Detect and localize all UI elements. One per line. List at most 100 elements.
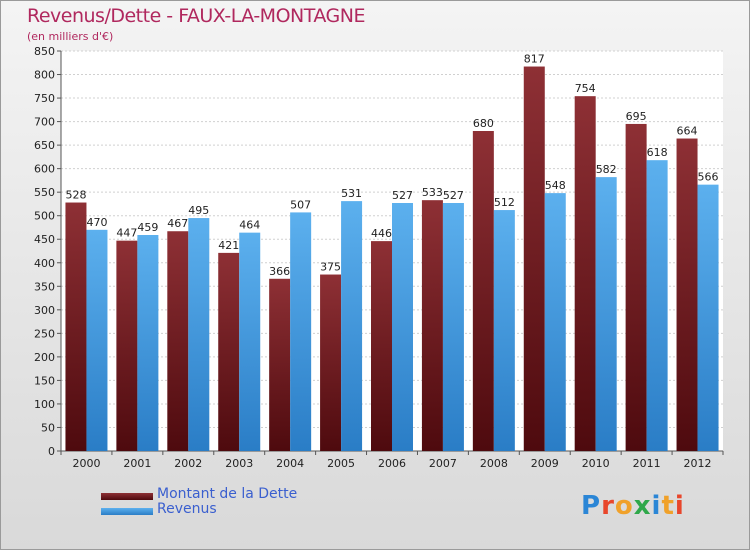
legend-swatch-debt [101,493,153,500]
y-tick-label: 650 [34,139,55,152]
data-label: 664 [677,125,698,138]
data-label: 754 [575,82,596,95]
bar-debt [371,241,392,451]
y-tick-label: 450 [34,233,55,246]
bar-revenue [341,201,363,451]
legend-swatch-revenue [101,508,153,515]
x-tick-label: 2000 [72,457,100,470]
y-tick-label: 200 [34,351,55,364]
bar-revenue [137,235,159,451]
y-tick-label: 100 [34,398,55,411]
bar-revenue [188,218,210,451]
bar-debt [676,138,698,451]
bar-revenue [646,160,668,452]
data-label: 467 [167,217,188,230]
bar-debt [167,231,189,451]
data-label: 459 [137,221,158,234]
y-tick-label: 250 [34,327,55,340]
y-tick-label: 700 [34,116,55,129]
x-tick-label: 2011 [633,457,661,470]
logo-letter: P [581,491,602,521]
data-label: 495 [188,204,209,217]
chart-title: Revenus/Dette - FAUX-LA-MONTAGNE [27,5,365,27]
logo-letter: t [661,491,675,521]
x-tick-label: 2008 [480,457,508,470]
x-tick-label: 2004 [276,457,304,470]
bar-debt [472,131,494,451]
bar-debt [116,240,138,451]
bar-revenue [290,212,312,451]
data-label: 680 [473,117,494,130]
data-label: 527 [392,189,413,202]
data-label: 528 [65,189,86,202]
y-tick-label: 300 [34,304,55,317]
bar-revenue [544,193,566,451]
axes: 0 50 100 150 200 250 300 350 400 450 500 550 600 650 7… [34,45,724,470]
bar-revenue [442,203,464,451]
data-label: 548 [545,179,566,192]
y-tick-label: 750 [34,92,55,105]
data-label: 512 [494,196,515,209]
x-tick-label: 2006 [378,457,406,470]
logo-letter: i [651,491,662,521]
y-tick-label: 500 [34,210,55,223]
y-tick-label: 600 [34,163,55,176]
legend-label-debt: Montant de la Dette [157,486,298,502]
y-tick-label: 400 [34,257,55,270]
logo-letter: x [633,491,652,521]
data-label: 470 [86,216,107,229]
bar-debt [625,123,647,452]
bar-revenue [86,229,108,451]
x-tick-label: 2009 [531,457,559,470]
bar-revenue [493,210,515,451]
data-label: 375 [320,261,341,274]
data-label: 421 [218,239,239,252]
y-tick-label: 850 [34,45,55,58]
data-label: 582 [596,163,617,176]
proxiti-logo: Proxiti [581,491,685,521]
bar-revenue [697,184,719,451]
x-tick-label: 2010 [582,457,610,470]
bar-debt [421,200,443,451]
bar-revenue [239,232,261,451]
data-label: 507 [290,198,311,211]
bars [65,66,719,452]
y-tick-label: 550 [34,186,55,199]
x-tick-label: 2003 [225,457,253,470]
y-tick-label: 800 [34,69,55,82]
data-label: 533 [422,186,443,199]
chart-subtitle: (en milliers d'€) [27,30,114,43]
bar-debt [523,66,545,451]
data-label: 447 [116,227,137,240]
x-tick-label: 2012 [684,457,712,470]
x-tick-label: 2007 [429,457,457,470]
data-label: 464 [239,219,260,232]
data-label: 566 [698,171,719,184]
bar-debt [269,278,291,451]
bar-debt [320,274,342,451]
x-tick-label: 2005 [327,457,355,470]
y-tick-label: 50 [41,421,55,434]
data-label: 531 [341,187,362,200]
logo-letter: o [614,491,634,521]
y-tick-label: 350 [34,280,55,293]
y-tick-label: 150 [34,374,55,387]
bar-debt [65,202,87,451]
y-tick-label: 0 [48,445,55,458]
data-label: 618 [647,146,668,159]
data-label: 366 [269,265,290,278]
data-label: 695 [626,110,647,123]
data-label: 527 [443,189,464,202]
bar-revenue [595,177,617,451]
bar-debt [574,96,596,452]
logo-letter: i [674,491,685,521]
x-tick-label: 2002 [174,457,202,470]
data-label: 446 [371,227,392,240]
bar-debt [218,252,240,451]
bar-revenue [392,203,413,451]
x-tick-label: 2001 [123,457,151,470]
data-label: 817 [524,53,545,66]
